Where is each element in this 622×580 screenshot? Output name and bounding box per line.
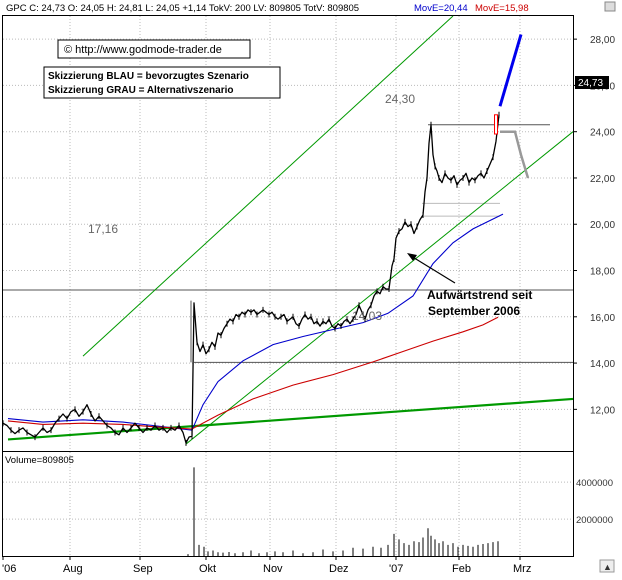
horizontal-levels [3, 124, 573, 363]
volume-tick-label: 2000000 [576, 515, 613, 526]
y-tick-label: 18,00 [590, 267, 615, 278]
y-tick-label: 16,00 [590, 313, 615, 324]
window-button[interactable] [604, 1, 616, 12]
header-ma-slow: MovE=15,98 [475, 3, 529, 14]
scroll-arrow-icon: ▲ [603, 562, 612, 572]
last-price-tag [575, 76, 609, 89]
last-price-value: 24,73 [578, 78, 603, 89]
moving-averages [7, 213, 504, 431]
level-label-24-30: 24,30 [385, 92, 415, 106]
y-tick-label: 12,00 [590, 405, 615, 416]
trend-line-long-term-support [7, 397, 574, 441]
level-label-17-16: 17,16 [88, 222, 118, 236]
scenario-sketches [498, 34, 530, 179]
annotation-line-2: September 2006 [428, 304, 520, 318]
annotation-arrowhead [407, 253, 417, 261]
trend-line-channel-lower [185, 131, 574, 445]
x-tick-label: Aug [63, 563, 83, 575]
copyright-text: © http://www.godmode-trader.de [64, 44, 222, 56]
annotation-line-1: Aufwärtstrend seit [427, 288, 532, 302]
y-tick-label: 20,00 [590, 220, 615, 231]
scroll-arrow-button[interactable] [599, 559, 615, 573]
x-tick-label: Feb [452, 563, 471, 575]
x-tick-label: Nov [263, 563, 283, 575]
legend-line-blue: Skizzierung BLAU = bevorzugtes Szenario [48, 71, 249, 82]
price-line [2, 114, 500, 444]
level-label-14-03: 14,03 [352, 309, 382, 323]
legend-box [43, 66, 281, 99]
volume-label: Volume=809805 [5, 455, 74, 466]
y-tick-label: 14,00 [590, 359, 615, 370]
price-series [2, 111, 500, 446]
scenario-blue-line [498, 34, 523, 107]
y-tick-label: 24,00 [590, 128, 615, 139]
x-tick-label: Sep [133, 563, 153, 575]
volume-tick-label: 4000000 [576, 478, 613, 489]
x-tick-label: '07 [389, 563, 403, 575]
copyright-box [57, 39, 251, 59]
volume-bars [187, 467, 499, 556]
x-tick-label: Dez [329, 563, 349, 575]
x-tick-label: Okt [199, 563, 216, 575]
ma_fast-line [7, 213, 504, 431]
volume-panel [2, 451, 574, 557]
ma_slow-line [7, 316, 499, 430]
annotation-arrow [410, 255, 456, 284]
trend-lines [7, 15, 574, 445]
y-tick-label: 22,00 [590, 174, 615, 185]
x-tick-label: '06 [2, 563, 16, 575]
y-tick-label: 28,00 [590, 35, 615, 46]
scenario-gray-line [500, 130, 530, 179]
last-candle [494, 114, 498, 135]
x-tick-label: Mrz [513, 563, 531, 575]
header-ma-fast: MovE=20,44 [414, 3, 468, 14]
header-quote: GPC C: 24,73 O: 24,05 H: 24,81 L: 24,05 … [6, 3, 359, 14]
trend-line-channel-upper [82, 15, 454, 357]
legend-line-gray: Skizzierung GRAU = Alternativszenario [48, 85, 234, 96]
